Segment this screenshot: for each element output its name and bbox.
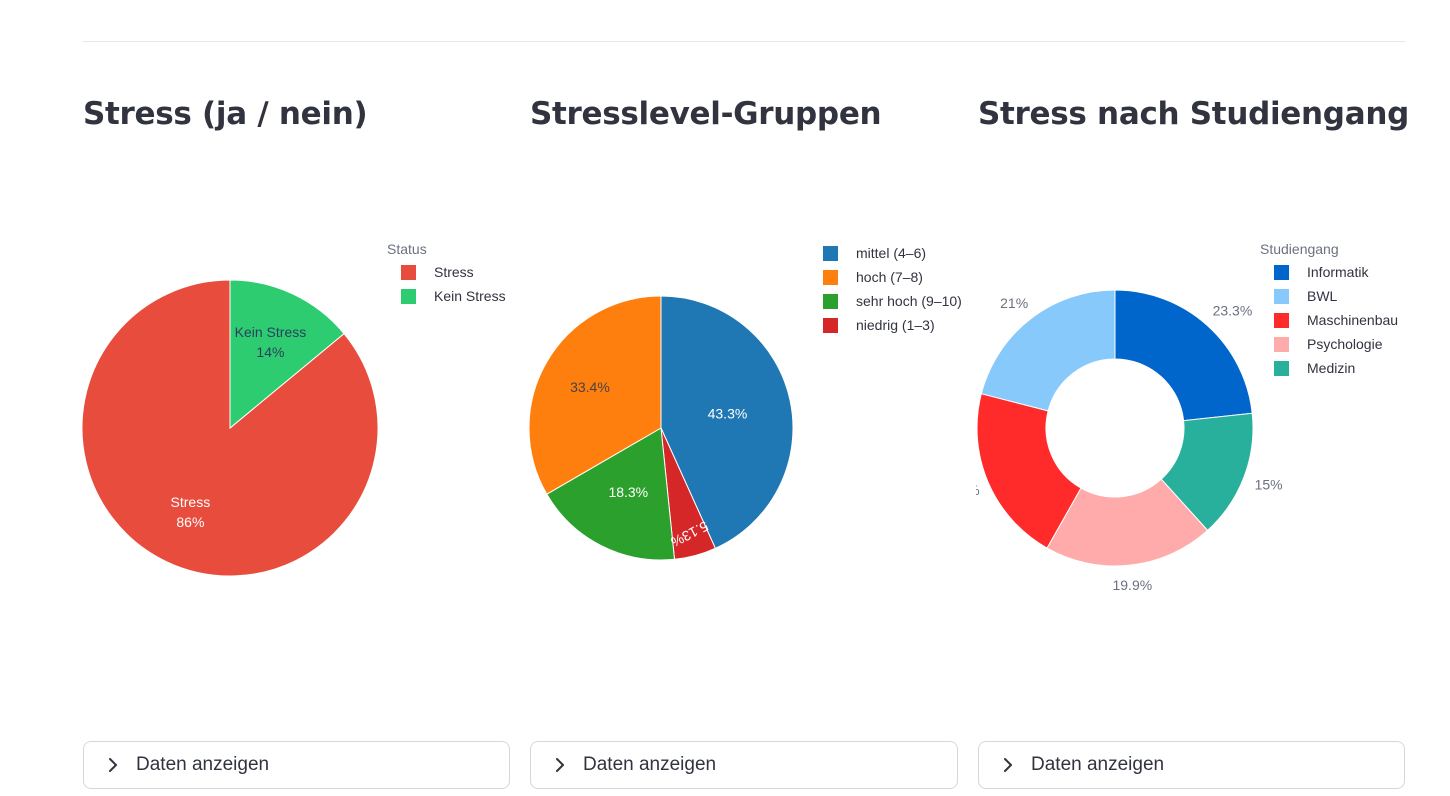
expander-label: Daten anzeigen: [1031, 754, 1165, 775]
slice-maschinenbau: [976, 393, 1082, 549]
data-label-bwl: 21%: [1000, 295, 1028, 311]
data-label-kein-stress-value: 14%: [256, 344, 284, 360]
legend-swatch-hoch: [823, 270, 838, 285]
legend-swatch-kein-stress: [401, 289, 416, 304]
legend-item-informatik: Informatik: [1307, 264, 1369, 280]
chevron-right-icon: [556, 758, 564, 772]
data-label-mittel: 43.3%: [708, 406, 748, 422]
slice-hoch: [528, 295, 662, 495]
slice-psychologie: [1046, 478, 1209, 567]
legend-swatch-mittel: [823, 246, 838, 261]
legend-swatch-informatik: [1274, 265, 1289, 280]
data-label-informatik: 23.3%: [1213, 302, 1253, 318]
data-label-stress-name: Stress: [171, 494, 211, 510]
data-label-hoch: 33.4%: [570, 379, 610, 395]
data-expander-stress[interactable]: Daten anzeigen: [83, 741, 510, 789]
stress-chart-title: Stress (ja / nein): [83, 96, 368, 132]
data-label-stress-value: 86%: [176, 514, 204, 530]
legend-item-sehr-hoch: sehr hoch (9–10): [856, 293, 962, 309]
data-label-maschinenbau: 20.8%: [940, 482, 980, 498]
slice-informatik: [1114, 289, 1253, 422]
data-expander-program[interactable]: Daten anzeigen: [978, 741, 1405, 789]
expander-label: Daten anzeigen: [583, 754, 717, 775]
levels-chart-title: Stresslevel-Gruppen: [530, 96, 882, 132]
slice-bwl: [980, 289, 1116, 412]
chevron-right-icon: [109, 758, 117, 772]
legend-swatch-sehr-hoch: [823, 294, 838, 309]
legend-swatch-stress: [401, 265, 416, 280]
legend-title: Status: [387, 241, 427, 257]
data-label-kein-stress-name: Kein Stress: [235, 324, 307, 340]
top-divider: [83, 41, 1405, 42]
legend-swatch-bwl: [1274, 289, 1289, 304]
data-expander-levels[interactable]: Daten anzeigen: [530, 741, 958, 789]
program-chart-title: Stress nach Studiengang: [978, 96, 1409, 132]
chevron-right-icon: [1004, 758, 1012, 772]
legend-item-stress: Stress: [434, 264, 474, 280]
legend-item-psychologie: Psychologie: [1307, 336, 1383, 352]
legend-title: Studiengang: [1260, 241, 1339, 257]
legend-swatch-niedrig: [823, 318, 838, 333]
legend-item-niedrig: niedrig (1–3): [856, 317, 935, 333]
data-label-psychologie: 19.9%: [1112, 577, 1152, 593]
data-label-medizin: 15%: [1255, 476, 1283, 492]
legend-item-maschinenbau: Maschinenbau: [1307, 312, 1398, 328]
slice-kein-stress: [229, 279, 345, 430]
legend-item-bwl: BWL: [1307, 288, 1338, 304]
legend-swatch-maschinenbau: [1274, 313, 1289, 328]
legend-item-kein-stress: Kein Stress: [434, 288, 506, 304]
data-label-sehr-hoch: 18.3%: [608, 484, 648, 500]
expander-label: Daten anzeigen: [136, 754, 270, 775]
slice-sehr-hoch: [546, 427, 676, 561]
legend-item-mittel: mittel (4–6): [856, 245, 926, 261]
legend-swatch-medizin: [1274, 361, 1289, 376]
slice-mittel: [660, 295, 794, 549]
legend-swatch-psychologie: [1274, 337, 1289, 352]
legend-item-medizin: Medizin: [1307, 360, 1355, 376]
legend-item-hoch: hoch (7–8): [856, 269, 923, 285]
